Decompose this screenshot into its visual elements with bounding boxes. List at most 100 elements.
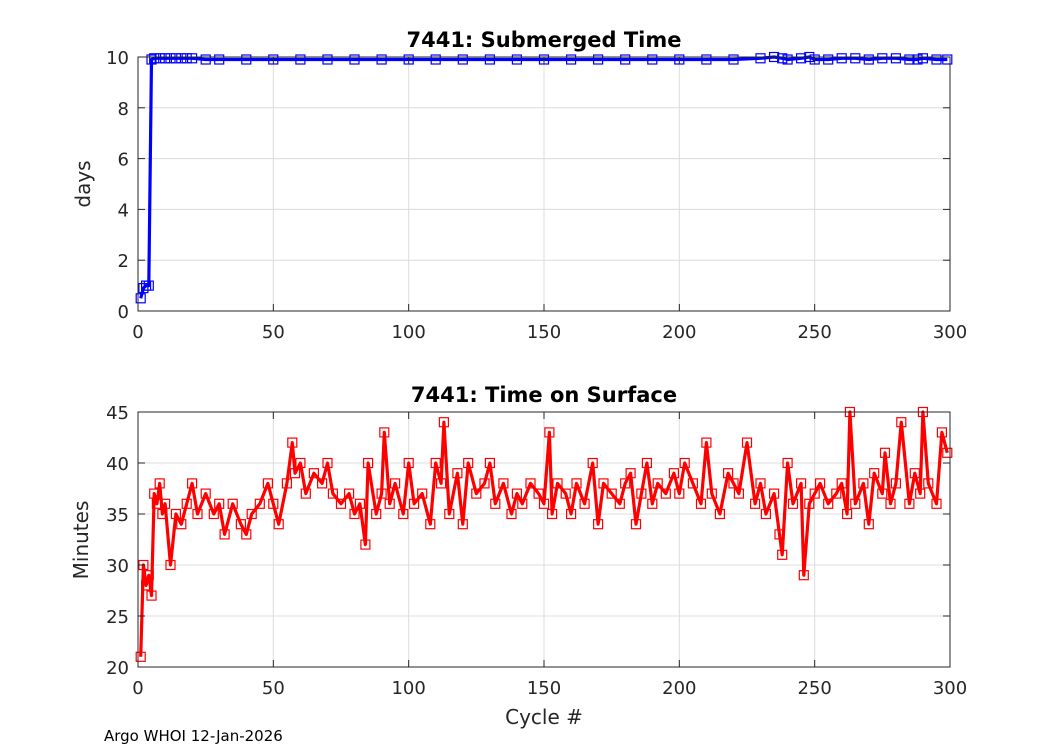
data-point-marker xyxy=(517,498,528,509)
data-point-marker xyxy=(484,457,495,469)
x-tick-label: 300 xyxy=(933,322,967,343)
data-point-marker xyxy=(273,519,284,530)
data-point-marker xyxy=(782,54,793,65)
data-point-marker xyxy=(349,54,360,65)
data-point-marker xyxy=(546,508,558,520)
data-point-marker xyxy=(592,54,604,65)
data-point-marker xyxy=(890,478,902,489)
data-point-marker xyxy=(565,508,577,520)
series-layer xyxy=(135,406,953,662)
data-point-marker xyxy=(641,457,653,469)
y-tick-label: 30 xyxy=(106,556,129,577)
data-point-marker xyxy=(660,488,671,499)
data-point-marker xyxy=(317,478,328,489)
data-point-marker xyxy=(246,508,257,520)
data-point-marker xyxy=(360,539,371,550)
data-point-marker xyxy=(268,498,279,509)
data-point-marker xyxy=(544,427,555,438)
data-point-marker xyxy=(430,54,441,65)
data-point-marker xyxy=(187,478,198,489)
x-tick-label: 100 xyxy=(391,322,425,343)
data-point-marker xyxy=(804,498,815,509)
data-point-marker xyxy=(936,427,948,438)
x-tick-label: 150 xyxy=(527,322,561,343)
x-tick-label: 200 xyxy=(662,322,696,343)
data-point-marker xyxy=(141,580,152,591)
data-point-marker xyxy=(308,468,319,479)
data-point-marker xyxy=(511,488,523,499)
data-point-marker xyxy=(335,498,347,509)
data-point-marker xyxy=(863,519,874,530)
data-point-marker xyxy=(912,54,923,65)
data-point-marker xyxy=(714,508,726,520)
data-point-marker xyxy=(187,53,198,64)
data-point-marker xyxy=(170,53,181,64)
data-point-marker xyxy=(300,488,311,499)
data-point-marker xyxy=(327,488,338,499)
data-point-marker xyxy=(181,498,192,509)
surface-time-plot: 0 50 100 150 200 250 300 20 25 30 35 40 45 7441: Tim… xyxy=(69,383,967,729)
data-point-marker xyxy=(606,488,617,499)
y-tick-label: 0 xyxy=(118,302,129,323)
data-point-marker xyxy=(192,508,203,520)
data-point-marker xyxy=(438,417,449,428)
data-point-marker xyxy=(823,498,834,509)
x-tick-label: 50 xyxy=(262,322,285,343)
chart-title: 7441: Submerged Time xyxy=(406,28,681,52)
data-point-marker xyxy=(403,457,414,469)
data-point-marker xyxy=(425,519,436,530)
y-axis-label: days xyxy=(71,160,95,207)
data-point-marker xyxy=(931,54,942,65)
data-point-marker xyxy=(160,498,171,509)
data-point-marker xyxy=(157,508,168,520)
data-point-marker xyxy=(235,519,246,530)
data-point-marker xyxy=(841,508,853,520)
data-point-marker xyxy=(208,508,219,520)
data-point-marker xyxy=(701,54,712,65)
data-point-marker xyxy=(165,53,176,64)
y-tick-label: 40 xyxy=(106,454,129,475)
y-tick-label: 20 xyxy=(106,658,129,679)
data-point-marker xyxy=(625,468,636,479)
data-point-marker xyxy=(904,498,915,509)
data-point-marker xyxy=(942,54,953,65)
data-point-marker xyxy=(349,508,360,520)
data-point-marker xyxy=(733,488,745,499)
data-point-marker xyxy=(457,519,468,530)
data-point-marker xyxy=(471,488,482,499)
data-point-marker xyxy=(741,437,753,448)
data-point-marker xyxy=(363,457,374,469)
data-point-marker xyxy=(917,53,929,64)
data-point-marker xyxy=(200,488,211,499)
y-tick-label: 45 xyxy=(106,403,129,424)
data-point-marker xyxy=(143,280,154,291)
data-point-marker xyxy=(354,498,365,509)
data-point-marker xyxy=(630,519,642,530)
ticks: 0 50 100 150 200 250 300 0 2 4 6 8 10 xyxy=(106,48,967,343)
x-tick-label: 0 xyxy=(132,678,143,699)
data-point-marker xyxy=(760,508,772,520)
data-point-marker xyxy=(287,437,298,448)
data-point-marker xyxy=(782,457,793,469)
data-point-marker xyxy=(149,53,160,64)
chart-title: 7441: Time on Surface xyxy=(411,383,677,407)
data-point-marker xyxy=(511,54,523,65)
data-point-marker xyxy=(295,457,306,469)
data-point-marker xyxy=(614,498,625,509)
data-point-marker xyxy=(170,508,181,520)
data-point-marker xyxy=(143,570,154,581)
data-point-marker xyxy=(463,457,474,469)
data-point-marker xyxy=(379,427,390,438)
data-point-marker xyxy=(200,54,211,65)
data-point-marker xyxy=(560,488,571,499)
data-point-marker xyxy=(687,478,699,489)
data-point-marker xyxy=(241,54,252,65)
data-point-marker xyxy=(858,478,869,489)
data-point-marker xyxy=(620,478,631,489)
data-point-marker xyxy=(787,498,799,509)
data-point-marker xyxy=(695,498,707,509)
data-point-marker xyxy=(836,478,847,489)
data-point-marker xyxy=(135,651,146,662)
data-point-marker xyxy=(417,488,428,499)
data-point-marker xyxy=(254,498,265,509)
